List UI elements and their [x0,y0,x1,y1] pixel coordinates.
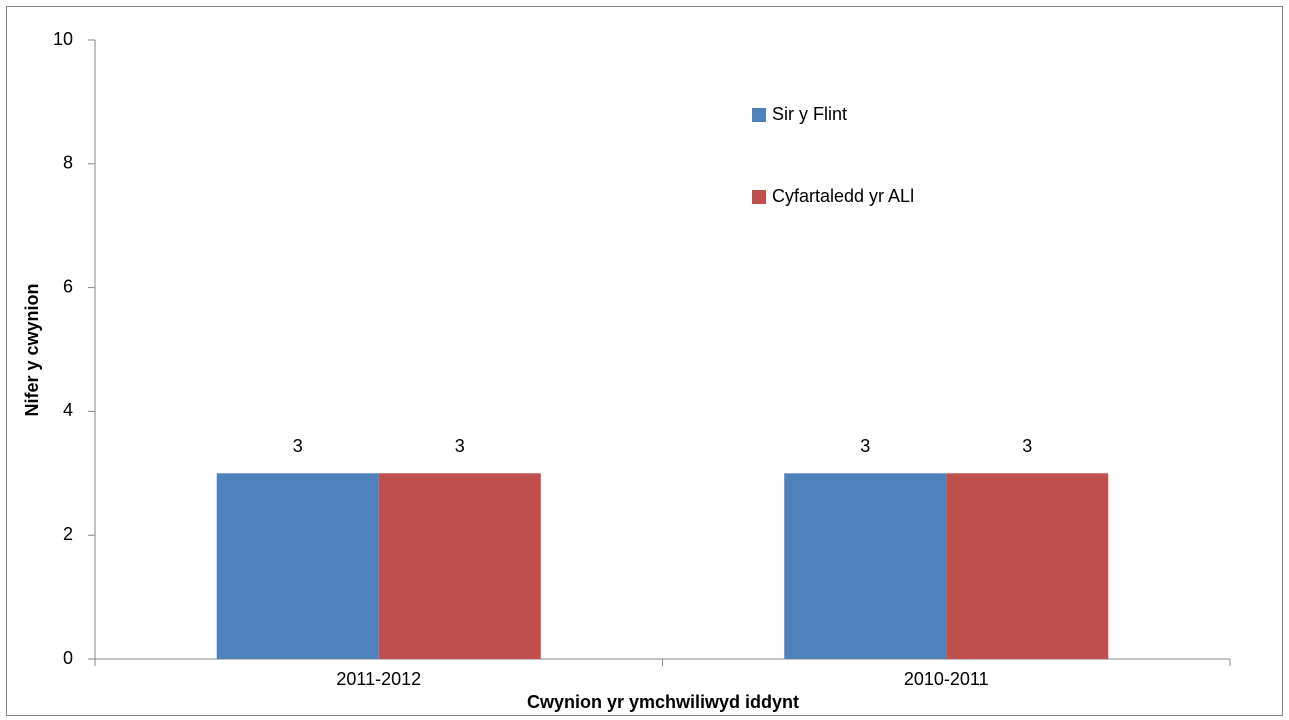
y-tick-label: 2 [63,524,73,544]
x-tick-label: 2010-2011 [904,669,989,689]
legend-label: Sir y Flint [772,104,847,124]
legend-swatch [752,108,766,122]
data-label: 3 [455,436,465,456]
y-axis-label: Nifer y cwynion [22,283,42,416]
bar [946,473,1109,659]
data-label: 3 [293,436,303,456]
bar [784,473,947,659]
data-label: 3 [1022,436,1032,456]
data-label: 3 [860,436,870,456]
legend-label: Cyfartaledd yr ALl [772,186,914,206]
y-tick-label: 4 [63,400,73,420]
x-tick-label: 2011-2012 [336,669,421,689]
y-tick-label: 10 [53,29,73,49]
y-tick-label: 6 [63,276,73,296]
bar [378,473,541,659]
y-tick-label: 8 [63,153,73,173]
x-axis-label: Cwynion yr ymchwiliwyd iddynt [527,692,799,712]
legend-swatch [752,190,766,204]
y-tick-label: 0 [63,648,73,668]
bar [216,473,379,659]
